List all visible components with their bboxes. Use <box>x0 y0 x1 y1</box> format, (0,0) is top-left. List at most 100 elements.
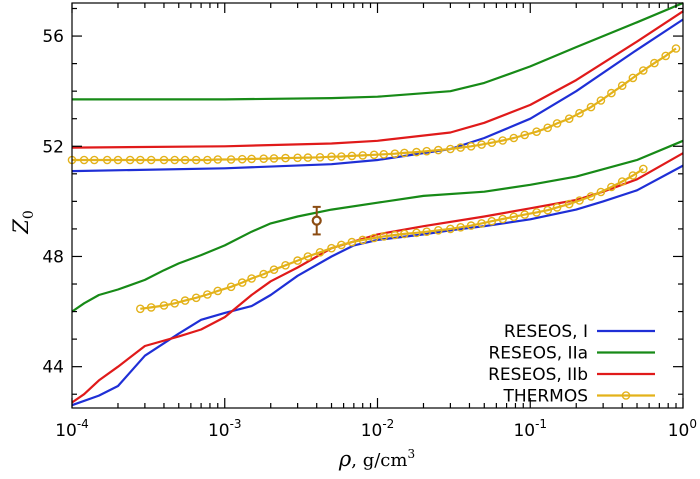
series-3-point <box>596 187 606 197</box>
series-3-point <box>135 155 145 165</box>
series-3-point <box>446 144 455 154</box>
series-3-point <box>575 196 584 205</box>
series-3-point <box>146 303 156 312</box>
legend-swatch-marker <box>621 391 631 400</box>
series-3-point <box>639 164 648 174</box>
y-tick-label: 56 <box>42 27 64 47</box>
series-3-point <box>509 133 519 143</box>
series-3-point <box>315 247 325 257</box>
series-3-point <box>639 66 648 75</box>
x-tick-label-exp: -3 <box>230 417 242 431</box>
series-3-point <box>661 51 671 61</box>
series-3-point <box>203 155 212 165</box>
y-tick-label: 52 <box>42 137 64 157</box>
x-tick-label-exp: 0 <box>689 417 697 431</box>
series-3-point <box>213 155 223 164</box>
y-axis-label-sub: 0 <box>21 210 37 219</box>
series-3-point <box>596 96 606 105</box>
series-3-point <box>412 147 421 157</box>
series-3-point <box>456 143 465 152</box>
series-3-point <box>369 233 379 243</box>
series-3-point <box>358 235 368 245</box>
series-3-point <box>498 214 508 224</box>
series-3-point <box>203 290 212 299</box>
series-3-point <box>226 155 236 164</box>
series-3-point <box>269 154 279 163</box>
series-3-point <box>237 154 247 164</box>
series-3-point <box>446 224 455 234</box>
series-3-point <box>247 274 256 283</box>
series-3-point <box>281 153 290 163</box>
series-3-point <box>466 141 476 151</box>
series-3-point <box>79 155 89 165</box>
series-3-point <box>269 265 279 275</box>
series-3-point <box>617 177 627 186</box>
series-3-point <box>146 155 156 165</box>
x-tick-label-exp: -2 <box>382 417 394 431</box>
series-3-point <box>379 149 389 159</box>
series-3-point <box>191 155 201 165</box>
series-3-point <box>564 199 574 209</box>
series-3-point <box>422 227 432 236</box>
series-3-point <box>575 108 584 118</box>
x-tick-label: 10-2 <box>361 417 395 441</box>
series-2-line-1 <box>71 152 684 404</box>
series-3-point <box>379 232 389 241</box>
series-3-point <box>520 210 530 219</box>
series-3-point <box>281 260 290 270</box>
series-3-point <box>259 154 269 163</box>
series-3-point <box>552 203 562 212</box>
legend-label: RESEOS, IIa <box>488 344 588 364</box>
x-axis-label: ρ, g/cm3 <box>338 447 415 471</box>
x-tick-label-exp: -4 <box>77 417 89 431</box>
series-3-point <box>337 152 346 161</box>
series-3-point <box>125 155 135 165</box>
series-3-point <box>358 151 368 160</box>
series-3-point <box>433 225 443 235</box>
series-3-point <box>293 256 302 265</box>
y-axis-label-symbol: Z <box>9 219 33 235</box>
x-axis-label-unit: , g/cm <box>351 450 407 471</box>
series-3-point <box>135 304 145 314</box>
series-3-point <box>487 216 497 226</box>
x-tick-label-base: 10 <box>208 421 230 441</box>
series-3-point <box>102 155 112 165</box>
series-3-line-0 <box>72 47 677 162</box>
x-tick-label: 100 <box>668 417 697 441</box>
legend-label: THERMOS <box>502 387 588 407</box>
series-3-point <box>170 298 179 308</box>
legend-label: RESEOS, IIb <box>488 365 588 385</box>
x-tick-label: 10-4 <box>55 417 89 441</box>
series-1-line-0 <box>72 1 684 101</box>
series-3-point <box>303 252 313 261</box>
series-3-point <box>390 230 400 240</box>
series-3-point <box>170 155 179 165</box>
series-3-point <box>477 219 486 228</box>
series-3-point <box>337 240 346 250</box>
series-3-point <box>456 222 465 232</box>
series-3-point <box>628 73 638 83</box>
series-3-point <box>191 293 201 303</box>
x-tick-label-base: 10 <box>513 421 535 441</box>
series-3-point <box>617 81 627 90</box>
series-3-point <box>543 205 553 215</box>
series-0-line-1 <box>71 164 684 407</box>
series-3-point <box>586 102 596 112</box>
series-3-point <box>671 44 681 53</box>
legend-label: RESEOS, I <box>504 322 588 342</box>
annotation-layer <box>311 205 322 236</box>
series-0-line-0 <box>71 18 684 173</box>
x-tick-label: 10-3 <box>208 417 242 441</box>
series-3-point <box>586 192 596 201</box>
x-tick-label-base: 10 <box>668 421 690 441</box>
series-3-point <box>532 127 541 136</box>
series-3-point <box>532 208 541 217</box>
series-3-point <box>422 146 432 156</box>
series-3-point <box>390 149 400 158</box>
series-3-point <box>347 237 357 247</box>
series-3-point <box>327 243 336 253</box>
series-2-line-0 <box>71 10 684 149</box>
